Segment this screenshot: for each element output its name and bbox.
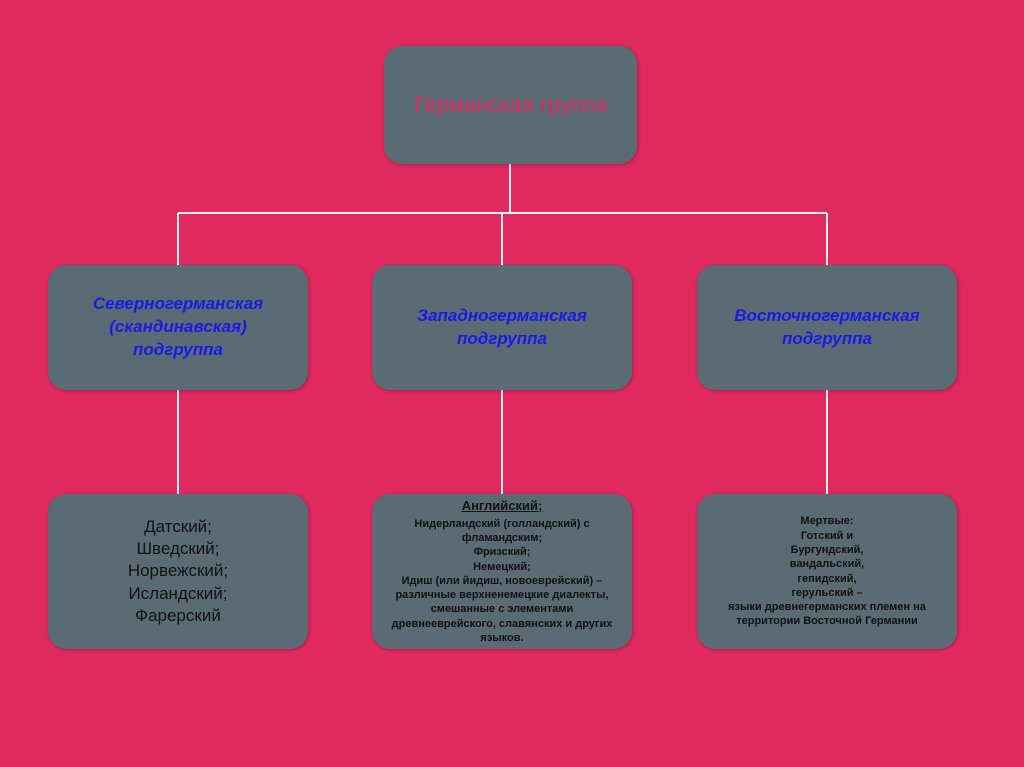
- leaf-east-text: Мертвые: Готский и Бургундский, вандальс…: [711, 514, 943, 628]
- leaf-west-text: Нидерландский (голландский) с фламандски…: [392, 518, 613, 644]
- subgroup-north: Северногерманская (скандинавская) подгру…: [48, 265, 308, 390]
- leaf-west-header: Английский;: [386, 498, 618, 515]
- leaf-west-content: Английский; Нидерландский (голландский) …: [386, 498, 618, 646]
- root-title: Германская группа: [414, 91, 607, 120]
- leaf-west: Английский; Нидерландский (голландский) …: [372, 494, 632, 649]
- leaf-north: Датский; Шведский; Норвежский; Исландски…: [48, 494, 308, 649]
- subgroup-west-title: Западногерманская подгруппа: [386, 305, 618, 351]
- subgroup-east-title: Восточногерманская подгруппа: [711, 305, 943, 351]
- root-node: Германская группа: [384, 46, 637, 164]
- leaf-east: Мертвые: Готский и Бургундский, вандальс…: [697, 494, 957, 649]
- leaf-north-text: Датский; Шведский; Норвежский; Исландски…: [128, 516, 228, 626]
- subgroup-east: Восточногерманская подгруппа: [697, 265, 957, 390]
- subgroup-north-title: Северногерманская (скандинавская) подгру…: [62, 293, 294, 362]
- subgroup-west: Западногерманская подгруппа: [372, 265, 632, 390]
